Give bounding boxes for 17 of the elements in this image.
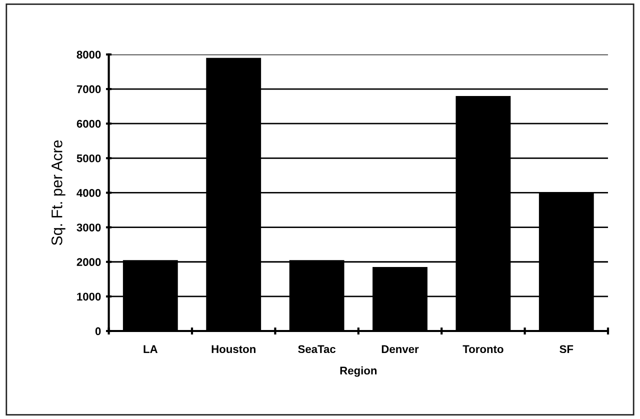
y-tick-label: 5000 xyxy=(76,154,101,162)
x-tick-label: Toronto xyxy=(462,345,504,354)
x-tick-label: Houston xyxy=(212,345,256,354)
y-tick-label: 1000 xyxy=(77,292,101,301)
y-tick-label: 2000 xyxy=(76,258,101,266)
x-tick-label: SeaTac xyxy=(298,345,336,354)
x-tick-label: SF xyxy=(560,345,574,354)
y-axis-title: Sq. Ft. per Acre xyxy=(51,140,66,246)
y-tick-label: 8000 xyxy=(76,50,101,59)
y-tick-label: 3000 xyxy=(76,224,101,232)
y-tick-label: 7000 xyxy=(76,85,101,94)
y-tick-label: 6000 xyxy=(76,120,101,128)
x-tick-label: LA xyxy=(144,345,158,353)
y-tick-label: 0 xyxy=(95,327,101,336)
x-axis-title: Region xyxy=(340,366,377,377)
y-tick-label: 4000 xyxy=(76,189,101,197)
x-tick-label: Denver xyxy=(382,345,419,354)
